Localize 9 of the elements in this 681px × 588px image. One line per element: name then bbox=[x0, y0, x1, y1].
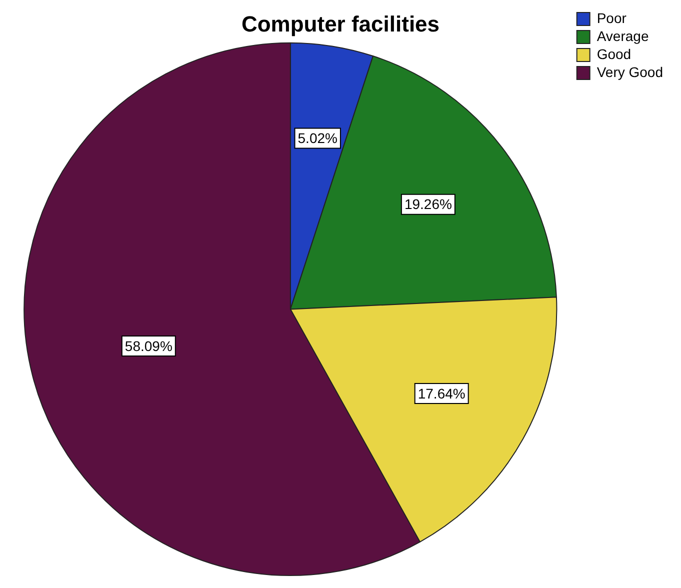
legend-label: Very Good bbox=[596, 64, 664, 80]
data-label: 58.09% bbox=[124, 338, 172, 354]
legend-label: Good bbox=[596, 46, 632, 62]
legend-label: Average bbox=[596, 28, 649, 44]
data-label: 17.64% bbox=[418, 385, 466, 402]
data-label: 19.26% bbox=[404, 196, 452, 212]
chart-title: Computer facilities bbox=[241, 11, 440, 36]
data-label: 5.02% bbox=[298, 130, 338, 146]
legend-label: Poor bbox=[596, 10, 627, 26]
